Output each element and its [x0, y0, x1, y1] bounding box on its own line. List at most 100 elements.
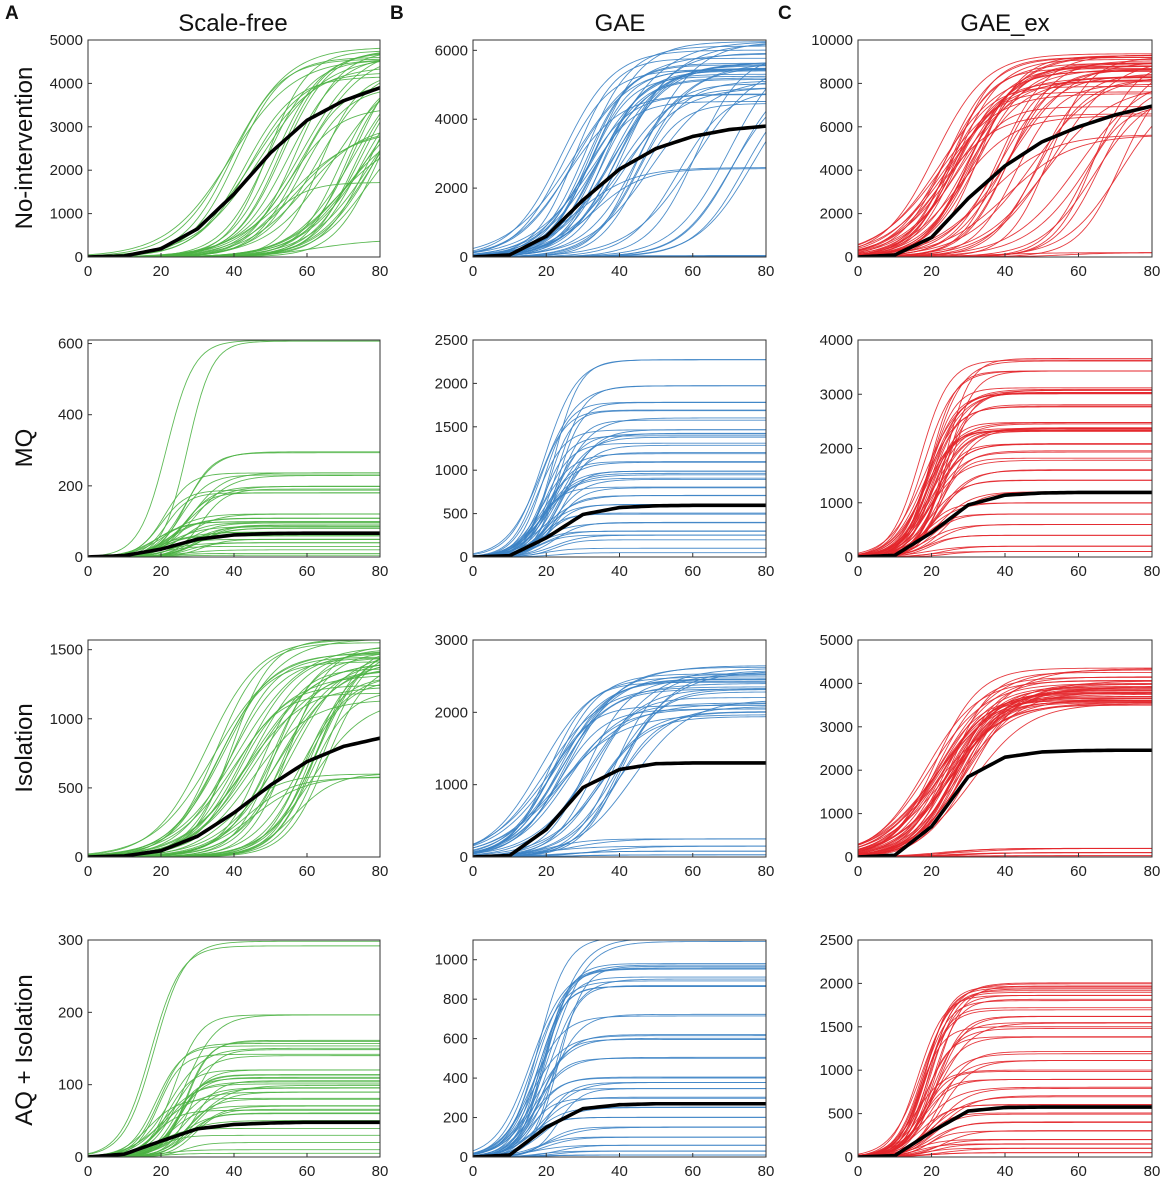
- panel-mq-gae-ex-xtick-label: 20: [923, 563, 940, 580]
- panel-aq-isolation-scale-free-xtick-label: 40: [226, 1163, 243, 1180]
- panel-mq-gae-simulation-curve: [473, 432, 766, 557]
- panel-aq-isolation-scale-free-simulation-curve: [88, 1112, 380, 1157]
- panel-isolation-scale-free-xtick-label: 80: [372, 863, 389, 880]
- panel-no-intervention-scale-free-simulation-curve: [88, 150, 380, 257]
- panel-no-intervention-gae-xtick-label: 20: [538, 263, 555, 280]
- panel-letter-a: A: [5, 3, 19, 24]
- panel-isolation-scale-free-simulation-curve: [88, 653, 380, 857]
- panel-no-intervention-gae-ex-xtick-label: 60: [1070, 263, 1087, 280]
- panel-aq-isolation-gae-simulation-curve: [473, 940, 638, 1155]
- panel-mq-gae-ex-ytick-label: 4000: [820, 332, 853, 349]
- panel-no-intervention-gae-ex-simulation-curve: [858, 90, 1152, 257]
- panel-isolation-gae: 0 20 40 60 80 0 1000 2000 3000: [435, 632, 775, 880]
- panel-isolation-gae-ex-simulation-curve: [858, 680, 1152, 851]
- panel-isolation-scale-free-simulation-curve: [88, 653, 380, 857]
- panel-aq-isolation-gae-ex-simulation-curve: [858, 1079, 1152, 1157]
- panel-isolation-gae-simulation-curve: [473, 670, 766, 857]
- panel-isolation-gae-simulation-curve: [473, 702, 766, 854]
- panel-no-intervention-gae-simulation-curve: [473, 168, 766, 257]
- panel-isolation-gae-ex-simulation-curve: [858, 697, 1152, 855]
- panel-aq-isolation-gae-ex-simulation-curve: [858, 1007, 1152, 1157]
- panel-no-intervention-gae-ex-simulation-curve: [858, 57, 1152, 256]
- panel-no-intervention-gae-ex: 0 20 40 60 80 0 2000 4000 6000 8000 10000: [811, 32, 1160, 280]
- panel-aq-isolation-gae-ex-simulation-curve: [858, 991, 1152, 1157]
- panel-isolation-gae-simulation-curve: [473, 681, 766, 854]
- panel-mq-scale-free-simulation-curve: [88, 522, 380, 557]
- panel-mq-gae-ex-simulation-curve: [858, 502, 1152, 557]
- panel-isolation-gae-simulation-curve: [473, 689, 766, 857]
- panel-mq-gae-simulation-curve: [473, 409, 766, 557]
- panel-mq-scale-free-simulation-curve: [88, 513, 380, 557]
- panel-no-intervention-scale-free-simulation-curve: [88, 66, 380, 257]
- panel-no-intervention-scale-free-simulation-curve: [88, 136, 380, 257]
- panel-no-intervention-gae-simulation-curve: [473, 131, 766, 257]
- panel-aq-isolation-scale-free-simulation-curve: [88, 1105, 380, 1157]
- panel-isolation-scale-free-ytick-label: 1000: [50, 711, 83, 728]
- panel-mq-gae-ex-xtick-label: 80: [1144, 563, 1161, 580]
- panel-mq-gae-ytick-label: 1500: [435, 419, 468, 436]
- panel-no-intervention-gae-ex-ytick-label: 6000: [820, 119, 853, 136]
- panel-aq-isolation-scale-free-simulation-curve: [88, 1049, 380, 1157]
- panel-isolation-gae-simulation-curve: [473, 838, 766, 857]
- panel-mq-scale-free-simulation-curve: [88, 521, 380, 557]
- panel-aq-isolation-gae-ex-ytick-label: 2500: [820, 932, 853, 949]
- panel-isolation-scale-free-ytick-label: 0: [75, 849, 83, 866]
- panel-mq-scale-free-xtick-label: 80: [372, 563, 389, 580]
- panel-aq-isolation-scale-free-simulation-curve: [88, 940, 380, 1155]
- panel-isolation-scale-free-mean-curve: [88, 736, 380, 857]
- panel-mq-gae-ex-xtick-label: 60: [1070, 563, 1087, 580]
- panel-isolation-scale-free-xtick-label: 40: [226, 863, 243, 880]
- panel-isolation-scale-free-simulation-curve: [88, 647, 380, 856]
- panel-aq-isolation-scale-free-simulation-curve: [88, 1091, 380, 1157]
- panel-letter-b: B: [390, 3, 404, 24]
- panel-no-intervention-gae-ex-simulation-curve: [858, 59, 1152, 256]
- panel-aq-isolation-scale-free-ytick-label: 100: [58, 1077, 83, 1094]
- panel-isolation-scale-free-ytick-label: 500: [58, 780, 83, 797]
- panel-no-intervention-gae-simulation-curve: [473, 79, 766, 257]
- panel-no-intervention-scale-free-ytick-label: 4000: [50, 75, 83, 92]
- panel-mq-gae-simulation-curve: [473, 385, 766, 555]
- panel-no-intervention-scale-free-simulation-curve: [88, 110, 380, 257]
- panel-aq-isolation-scale-free-simulation-curves: [88, 940, 380, 1157]
- panel-no-intervention-gae-simulation-curve: [473, 103, 766, 257]
- panel-no-intervention-gae-ytick-label: 0: [460, 249, 468, 266]
- panel-no-intervention-gae-ex-ytick-label: 8000: [820, 75, 853, 92]
- panel-isolation-gae-ex-simulation-curves: [858, 667, 1152, 857]
- panel-aq-isolation-gae-simulation-curves: [473, 940, 766, 1157]
- panel-isolation-gae-ex-simulation-curve: [858, 703, 1152, 854]
- panel-mq-scale-free-xtick-label: 40: [226, 563, 243, 580]
- panel-isolation-gae-ex-simulation-curve: [858, 683, 1152, 846]
- panel-no-intervention-gae: 0 20 40 60 80 0 2000 4000 6000: [435, 39, 774, 280]
- panel-mq-gae-simulation-curve: [473, 534, 766, 557]
- panel-mq-scale-free-ytick-label: 200: [58, 478, 83, 495]
- panel-mq-scale-free-xtick-label: 60: [299, 563, 316, 580]
- panel-aq-isolation-scale-free-simulation-curve: [88, 1128, 380, 1157]
- panel-isolation-gae-simulation-curve: [473, 716, 766, 857]
- panel-mq-scale-free-simulation-curves: [88, 340, 380, 557]
- panel-isolation-gae-ytick-label: 1000: [435, 777, 468, 794]
- panel-no-intervention-gae-ex-simulation-curve: [858, 106, 1152, 257]
- panel-mq-gae-ex-xtick-label: 40: [997, 563, 1014, 580]
- panel-aq-isolation-gae-ex-axes-box: [857, 939, 1153, 1158]
- panel-isolation-gae-ex-xtick-label: 80: [1144, 863, 1161, 880]
- panel-isolation-gae-ex-simulation-curve: [858, 669, 1152, 848]
- panel-mq-scale-free-ytick-label: 0: [75, 549, 83, 566]
- panel-mq-gae-simulation-curve: [473, 530, 766, 557]
- panel-isolation-scale-free-xtick-label: 0: [84, 863, 92, 880]
- panel-aq-isolation-gae-simulation-curve: [473, 1126, 766, 1157]
- panel-isolation-scale-free: 0 20 40 60 80 0 500 1000 1500: [50, 639, 389, 880]
- panel-isolation-gae-simulation-curve: [473, 683, 766, 845]
- panel-isolation-gae-mean-curve: [473, 761, 766, 857]
- panel-mq-gae-xtick-label: 60: [684, 563, 701, 580]
- panel-no-intervention-gae-ex-simulation-curve: [858, 60, 1152, 257]
- panel-no-intervention-gae-simulation-curve: [473, 93, 766, 253]
- panel-no-intervention-scale-free-simulation-curve: [88, 47, 380, 257]
- panel-aq-isolation-gae-ex-simulation-curve: [858, 1009, 1152, 1157]
- panel-isolation-gae-xtick-label: 0: [469, 863, 477, 880]
- panel-aq-isolation-gae-xtick-label: 20: [538, 1163, 555, 1180]
- panel-aq-isolation-gae-simulation-curve: [473, 1057, 766, 1157]
- panel-no-intervention-scale-free-simulation-curve: [88, 151, 380, 257]
- panel-no-intervention-gae-ytick-label: 4000: [435, 111, 468, 128]
- panel-aq-isolation-gae-ex-simulation-curve: [858, 994, 1152, 1157]
- panel-aq-isolation-scale-free-ytick-label: 200: [58, 1004, 83, 1021]
